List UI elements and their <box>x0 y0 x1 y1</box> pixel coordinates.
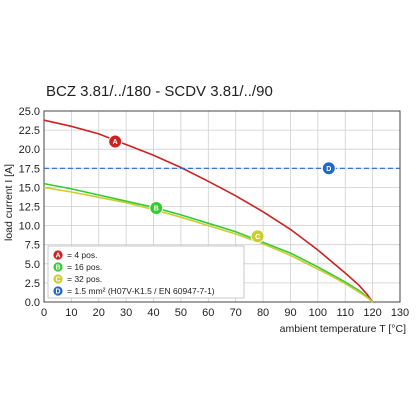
y-tick-label: 22.5 <box>19 125 40 137</box>
x-axis-label: ambient temperature T [°C] <box>280 323 406 335</box>
legend-marker-b <box>52 261 64 273</box>
x-tick-label: 30 <box>120 307 132 319</box>
marker-label-a: A <box>113 139 118 146</box>
curve-markers: A B C D <box>108 134 336 244</box>
legend: A = 4 pos. B = 16 pos. C = 32 pos. D = 1.5 mm² … <box>47 245 245 299</box>
legend-box <box>47 245 245 299</box>
legend-marker-label: D <box>55 289 60 296</box>
y-tick-label: 10.0 <box>19 221 40 233</box>
plot-frame <box>43 110 401 303</box>
y-tick-label: 7.5 <box>25 240 40 252</box>
x-tick-label: 110 <box>336 307 354 319</box>
y-tick-label: 2.5 <box>25 278 40 290</box>
x-tick-label: 90 <box>284 307 296 319</box>
legend-marker-label: C <box>55 277 60 284</box>
y-tick-label: 5.0 <box>25 259 40 271</box>
legend-entry: = 16 pos. <box>67 262 102 272</box>
legend-marker-label: B <box>55 265 60 272</box>
legend-entry: = 1.5 mm² (H07V-K1.5 / EN 60947-7-1) <box>67 286 215 296</box>
legend-entry: = 4 pos. <box>67 250 97 260</box>
x-tick-label: 60 <box>202 307 214 319</box>
y-axis-label: load current I [A] <box>3 164 15 241</box>
marker-c <box>250 229 265 244</box>
chart-title: BCZ 3.81/../180 - SCDV 3.81/../90 <box>46 83 273 100</box>
x-tick-label: 80 <box>257 307 269 319</box>
marker-a <box>108 134 123 149</box>
marker-label-b: B <box>154 206 159 213</box>
y-tick-label: 12.5 <box>19 202 40 214</box>
x-tick-label: 100 <box>309 307 327 319</box>
marker-label-d: D <box>326 166 331 173</box>
marker-d <box>321 161 336 176</box>
marker-b <box>149 201 164 216</box>
y-tick-label: 0.0 <box>25 297 40 309</box>
y-tick-label: 15.0 <box>19 182 40 194</box>
y-tick-label: 17.5 <box>19 163 40 175</box>
x-tick-label: 50 <box>175 307 187 319</box>
x-tick-label: 70 <box>230 307 242 319</box>
x-tick-label: 120 <box>363 307 381 319</box>
x-tick-label: 130 <box>391 307 409 319</box>
x-tick-label: 40 <box>147 307 159 319</box>
y-tick-label: 25.0 <box>19 106 40 118</box>
legend-marker-c <box>52 273 64 285</box>
series-line-c <box>43 186 374 303</box>
marker-label-c: C <box>255 234 260 241</box>
y-tick-label: 20.0 <box>19 144 40 156</box>
x-tick-label: 10 <box>65 307 77 319</box>
legend-marker-a <box>52 249 64 261</box>
y-tick-labels: 0.0 2.5 5.0 7.5 10.0 12.5 15.0 17.5 20.0 22.5 25.0 <box>19 106 40 309</box>
x-tick-labels: 0 10 20 30 40 50 60 70 80 90 100 110 120 130 <box>41 307 409 319</box>
legend-marker-d <box>52 285 64 297</box>
legend-entry: = 32 pos. <box>67 274 102 284</box>
x-tick-label: 0 <box>41 307 47 319</box>
series-line-b <box>43 182 374 303</box>
legend-marker-label: A <box>55 253 60 260</box>
x-tick-label: 20 <box>93 307 105 319</box>
